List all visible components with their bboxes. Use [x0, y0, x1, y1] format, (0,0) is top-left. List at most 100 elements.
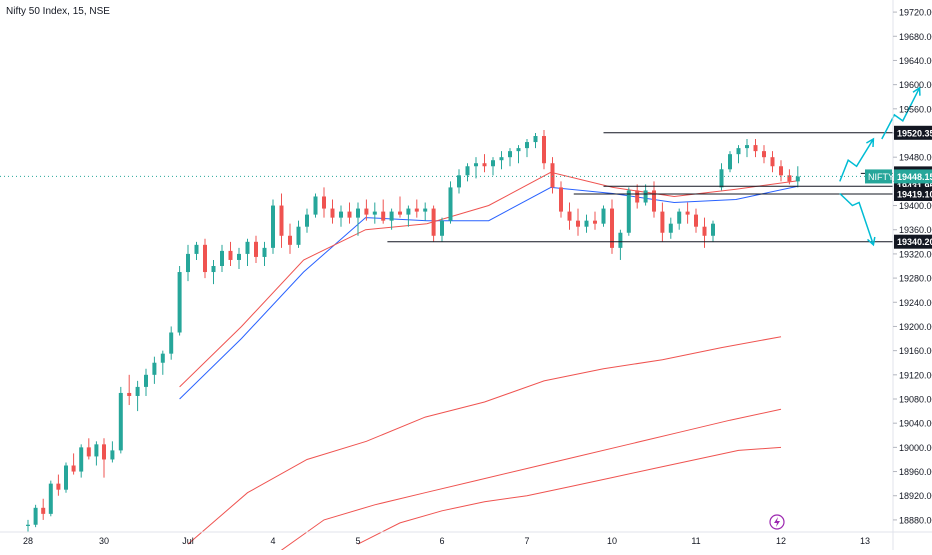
candle-body — [576, 220, 580, 227]
candle-body — [593, 220, 597, 224]
time-tick-label: 13 — [860, 536, 870, 546]
candle-body — [110, 450, 115, 460]
candle-body — [144, 374, 148, 387]
price-tick-label: 19280.00 — [899, 274, 932, 284]
last-price-label-bg — [894, 169, 932, 184]
ema-slow-line — [179, 185, 798, 400]
candle-body — [736, 148, 741, 155]
candle-body — [339, 211, 343, 218]
price-tick-label: 19320.00 — [899, 249, 932, 259]
arrow-head — [866, 236, 876, 247]
price-tick-label: 19200.00 — [899, 322, 932, 332]
candle-body — [431, 208, 436, 236]
candle-body — [169, 332, 174, 354]
candle-body — [94, 444, 99, 457]
time-tick-label: 10 — [607, 536, 617, 546]
candle-body — [795, 176, 800, 182]
last-price-label: 19448.15 — [897, 172, 932, 182]
candle-body — [643, 190, 648, 203]
candle-body — [71, 465, 76, 472]
candle-body — [550, 163, 555, 188]
price-label: 19431.95 — [897, 182, 932, 192]
price-tick-label: 19080.00 — [899, 395, 932, 405]
candle-body — [652, 190, 656, 212]
candle-body — [79, 447, 84, 472]
candle-body — [56, 483, 61, 490]
arrow-path — [881, 87, 921, 140]
candle-body — [347, 211, 352, 218]
time-tick-label: 5 — [355, 536, 360, 546]
price-tick-label: 19240.00 — [899, 298, 932, 308]
band-curve — [273, 408, 782, 555]
candle-body — [186, 253, 190, 273]
candle-body — [305, 214, 309, 227]
price-label: 19520.35 — [897, 128, 932, 138]
candle-body — [762, 151, 766, 158]
candle-body — [465, 166, 470, 176]
price-label-bg — [894, 125, 932, 140]
candle-body — [279, 205, 284, 236]
price-tick-label: 18960.00 — [899, 467, 932, 477]
candle-body — [271, 205, 275, 248]
price-tick-label: 19400.00 — [899, 201, 932, 211]
candle-body — [262, 247, 267, 257]
time-tick-label: 11 — [691, 536, 700, 546]
candle-body — [542, 136, 546, 164]
candle-body — [41, 507, 46, 514]
candle-body — [719, 169, 724, 188]
candle-body — [135, 386, 140, 396]
candle-body — [516, 148, 521, 152]
flash-icon[interactable] — [769, 514, 785, 530]
symbol-tag-bg — [865, 169, 892, 184]
candle-body — [160, 353, 165, 363]
price-tick-label: 19480.00 — [899, 153, 932, 163]
price-tick-label: 19160.00 — [899, 346, 932, 356]
candle-body — [499, 157, 504, 161]
band-curve — [357, 446, 782, 545]
candle-body — [677, 211, 682, 224]
candle-body — [364, 208, 369, 215]
candle-body — [491, 160, 495, 167]
candle-body — [770, 157, 775, 167]
price-tick-label: 19720.00 — [899, 8, 932, 18]
candle-body — [448, 187, 453, 221]
price-tick-label: 19640.00 — [899, 56, 932, 66]
candle-body — [322, 196, 326, 209]
projection-arrows[interactable] — [839, 86, 921, 247]
time-tick-label: 7 — [524, 536, 529, 546]
candle-body — [711, 223, 715, 236]
candle-body — [474, 163, 478, 167]
candle-body — [254, 241, 258, 257]
price-tick-label: 19560.00 — [899, 104, 932, 114]
time-axis[interactable]: 28 30 Jul 4 5 6 7 10 11 12 13 — [23, 536, 870, 546]
candle-body — [610, 208, 614, 248]
price-label-bg — [894, 186, 932, 201]
candle-body — [356, 208, 360, 218]
arrow-path — [839, 138, 875, 182]
candle-body — [685, 211, 690, 215]
candle-body — [203, 244, 207, 273]
flash-icon-bolt — [774, 517, 780, 527]
candle-body — [482, 163, 487, 167]
chart-title: Nifty 50 Index, 15, NSE — [6, 6, 110, 17]
candle-body — [584, 220, 589, 227]
band-curve — [187, 336, 782, 545]
candle-body — [702, 226, 707, 236]
price-tick-label: 18920.00 — [899, 491, 932, 501]
candle-body — [601, 208, 606, 224]
candle-body — [567, 211, 572, 221]
horizontal-levels[interactable] — [0, 132, 893, 243]
candle-body — [753, 145, 758, 152]
candle-body — [508, 151, 512, 158]
candle-body — [779, 166, 783, 176]
candle-body — [457, 175, 461, 188]
price-label: 19340.20 — [897, 237, 932, 247]
flash-icon-circle — [769, 514, 785, 530]
candle-body — [728, 154, 732, 170]
price-tick-label: 19680.00 — [899, 32, 932, 42]
candle-body — [745, 145, 749, 149]
candle-body — [398, 211, 402, 215]
